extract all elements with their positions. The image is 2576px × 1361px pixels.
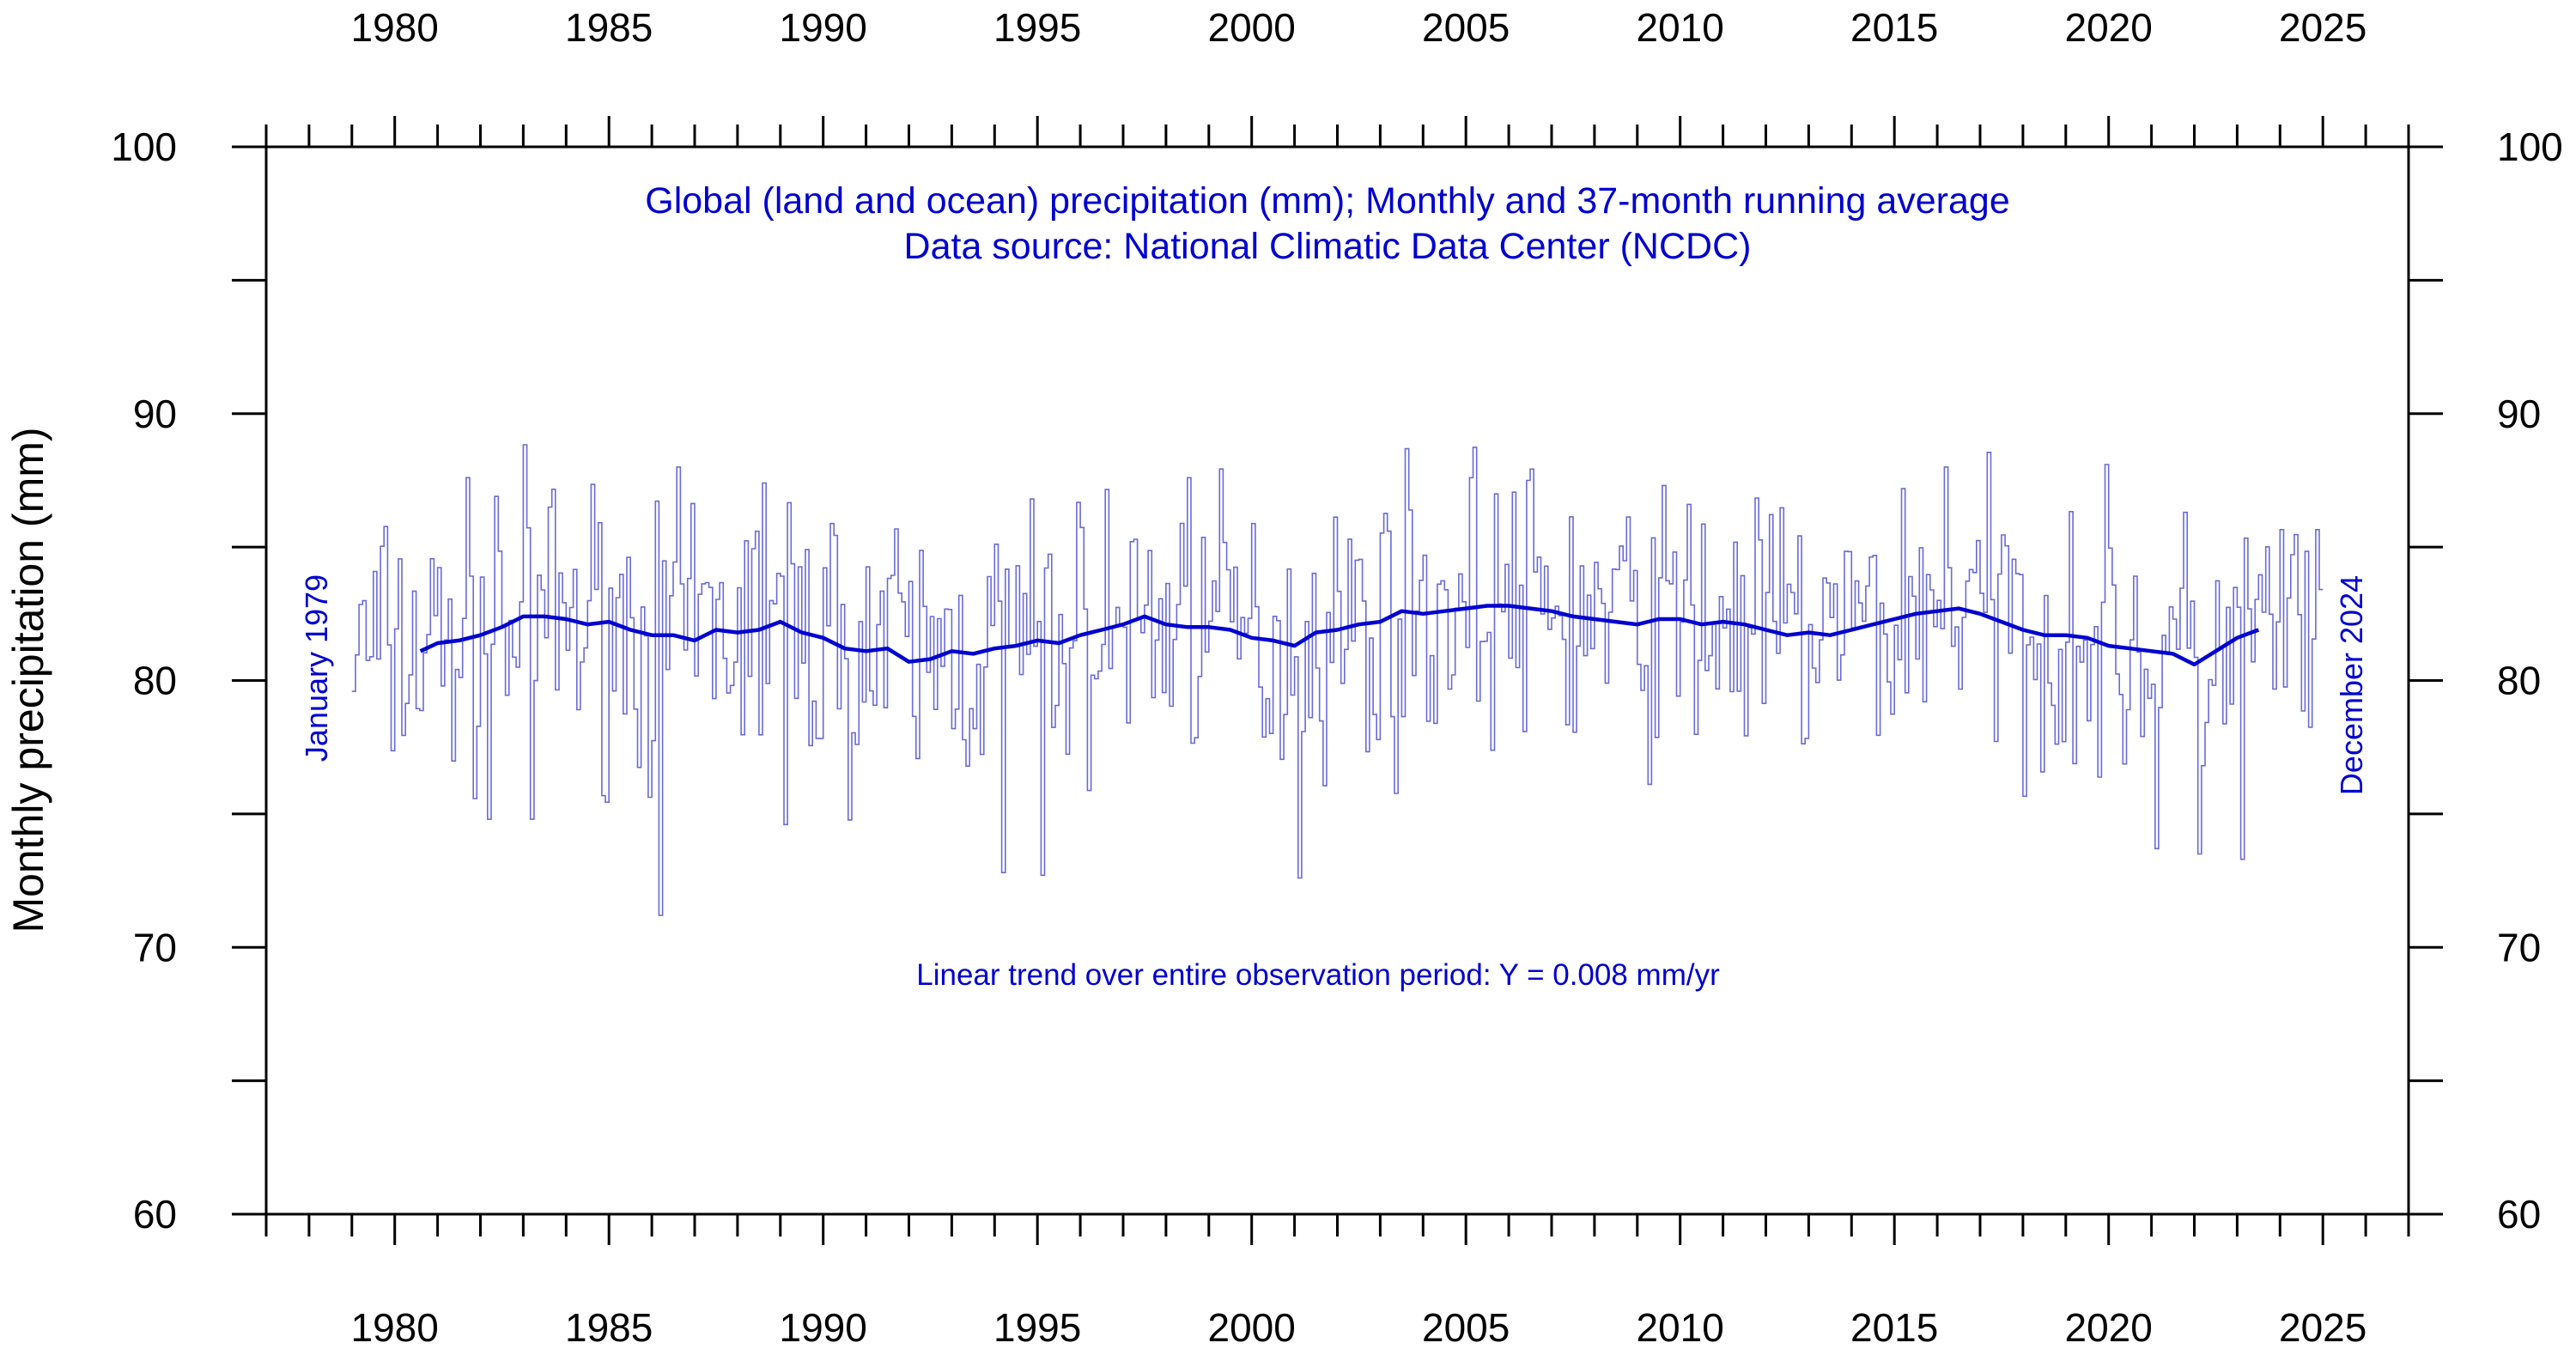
x-tick-label-top: 2010	[1637, 5, 1724, 50]
y-tick-label-right: 70	[2497, 925, 2541, 969]
x-tick-label-bottom: 2015	[1850, 1305, 1938, 1350]
x-tick-label-bottom: 2025	[2279, 1305, 2366, 1350]
running-average-line	[419, 604, 2260, 667]
y-tick-label-right: 60	[2497, 1192, 2541, 1236]
x-tick-label-top: 2025	[2279, 5, 2366, 50]
y-tick-label-left: 80	[133, 659, 177, 703]
y-axes: 60 60 70 70 80 80 90 90 100 100	[111, 125, 2563, 1236]
y-tick-label-right: 90	[2497, 392, 2541, 436]
y-tick-label-left: 70	[133, 925, 177, 969]
x-tick-label-top: 2000	[1208, 5, 1296, 50]
x-tick-label-bottom: 1980	[351, 1305, 439, 1350]
start-date-label: January 1979	[299, 574, 334, 762]
y-tick-label-left: 60	[133, 1192, 177, 1236]
x-tick-label-bottom: 2000	[1208, 1305, 1296, 1350]
y-axis-title: Monthly precipitation (mm)	[4, 427, 52, 933]
monthly-precipitation-series	[351, 444, 2324, 916]
y-tick-label-right: 80	[2497, 659, 2541, 703]
x-tick-label-bottom: 1995	[993, 1305, 1081, 1350]
chart-title: Global (land and ocean) precipitation (m…	[645, 180, 2010, 222]
x-tick-label-top: 2005	[1422, 5, 1510, 50]
x-tick-label-top: 1980	[351, 5, 439, 50]
x-tick-label-bottom: 2005	[1422, 1305, 1510, 1350]
x-tick-label-bottom: 2020	[2065, 1305, 2153, 1350]
x-tick-label-top: 1985	[565, 5, 653, 50]
x-tick-label-bottom: 1990	[780, 1305, 867, 1350]
x-tick-label-top: 1995	[993, 5, 1081, 50]
y-tick-label-left: 90	[133, 392, 177, 436]
x-tick-label-top: 2015	[1850, 5, 1938, 50]
y-tick-label-left: 100	[111, 125, 177, 169]
running-average-series	[419, 604, 2260, 667]
y-tick-label-right: 100	[2497, 125, 2563, 169]
chart-subtitle: Data source: National Climatic Data Cent…	[904, 226, 1752, 267]
end-date-label: December 2024	[2334, 575, 2369, 795]
trend-annotation: Linear trend over entire observation per…	[916, 958, 1720, 992]
monthly-step-line	[351, 444, 2324, 916]
x-axes: 1980 1980 1985 1985 1990 1990 1995 1995 2000 2000…	[264, 5, 2410, 1350]
x-tick-label-bottom: 2010	[1637, 1305, 1724, 1350]
x-tick-label-top: 2020	[2065, 5, 2153, 50]
x-tick-label-bottom: 1985	[565, 1305, 653, 1350]
x-tick-label-top: 1990	[780, 5, 867, 50]
